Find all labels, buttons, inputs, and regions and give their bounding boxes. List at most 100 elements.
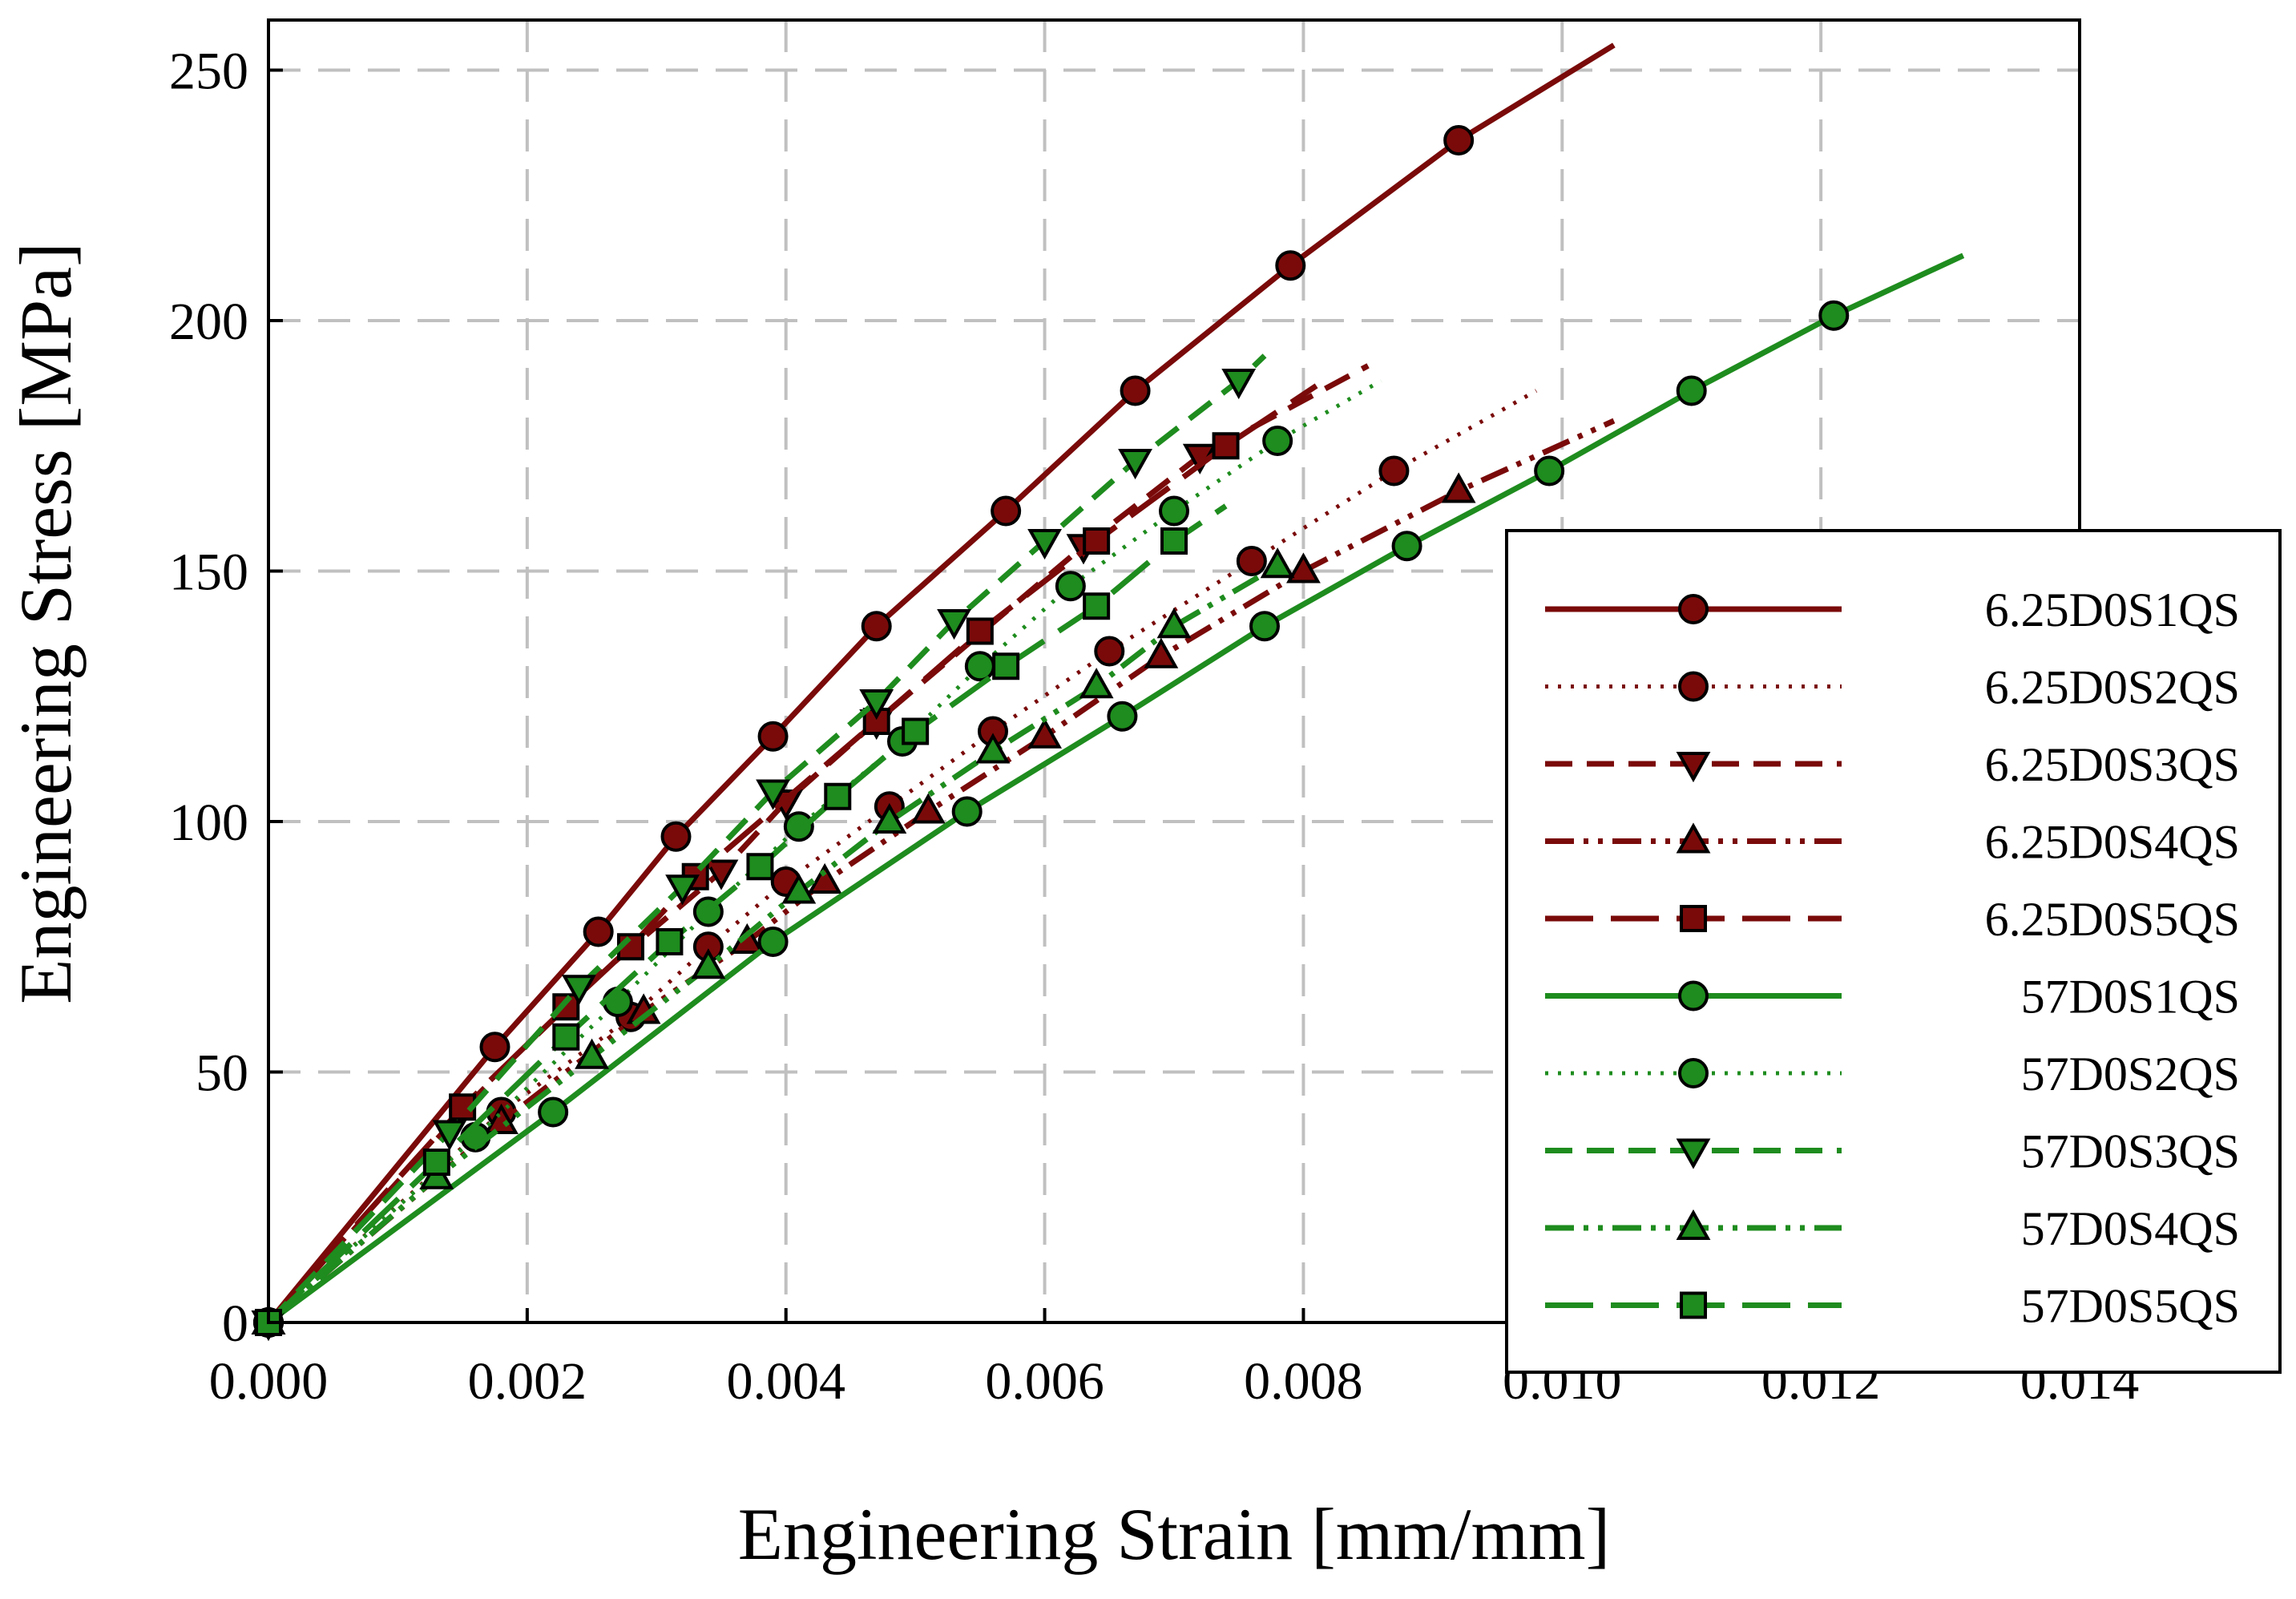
legend-marker — [1678, 594, 1709, 624]
data-point-57D0S5QS — [1083, 592, 1111, 620]
legend-marker — [1680, 1291, 1707, 1319]
data-point-6.25D0S4QS — [910, 793, 946, 824]
data-point-57D0S4QS — [781, 873, 817, 904]
data-point-57D0S5QS — [902, 717, 930, 745]
legend-entry: 57D0S5QS — [1545, 1280, 2240, 1333]
data-point-57D0S2QS — [964, 651, 995, 682]
legend-marker — [1676, 1209, 1711, 1240]
legend-marker — [1680, 905, 1707, 932]
data-point-57D0S1QS — [1107, 701, 1138, 732]
data-point-6.25D0S3QS — [704, 859, 739, 890]
legend-label: 57D0S3QS — [2021, 1125, 2240, 1178]
data-point-6.25D0S5QS — [966, 617, 994, 645]
data-point-6.25D0S1QS — [583, 916, 614, 947]
legend-label: 57D0S5QS — [2021, 1280, 2240, 1333]
data-point-6.25D0S1QS — [660, 821, 692, 852]
y-axis-label: Engineering Stress [MPa] — [5, 242, 87, 1004]
x-tick-label: 0.006 — [985, 1352, 1104, 1411]
data-point-57D0S5QS — [746, 853, 774, 881]
legend-label: 57D0S2QS — [2021, 1048, 2240, 1100]
legend-label: 57D0S1QS — [2021, 971, 2240, 1024]
legend-marker — [1676, 752, 1711, 783]
legend-marker — [1678, 980, 1709, 1011]
data-point-57D0S3QS — [665, 874, 700, 906]
data-point-6.25D0S5QS — [1212, 432, 1240, 460]
x-tick-label: 0.002 — [468, 1352, 587, 1411]
data-point-57D0S4QS — [872, 802, 907, 834]
data-point-57D0S3QS — [1118, 449, 1152, 480]
data-point-57D0S2QS — [783, 811, 814, 842]
data-point-6.25D0S1QS — [757, 721, 789, 752]
legend-box — [1505, 529, 2282, 1374]
legend-entry: 6.25D0S3QS — [1545, 738, 2240, 791]
data-point-6.25D0S2QS — [1378, 455, 1410, 487]
data-point-57D0S1QS — [1818, 300, 1850, 331]
data-point-6.25D0S5QS — [1083, 527, 1111, 555]
data-point-6.25D0S1QS — [861, 611, 892, 642]
data-point-57D0S3QS — [859, 689, 894, 721]
legend-label: 6.25D0S4QS — [1985, 816, 2240, 869]
series-6.25D0S1QS — [253, 42, 1616, 1338]
data-point-57D0S3QS — [1027, 529, 1062, 560]
data-point-57D0S1QS — [1249, 611, 1280, 642]
data-point-57D0S5QS — [422, 1149, 450, 1176]
data-point-57D0S2QS — [1055, 571, 1086, 602]
data-point-57D0S4QS — [1260, 547, 1295, 579]
data-point-6.25D0S4QS — [484, 1103, 519, 1134]
y-tick-label: 0 — [222, 1294, 248, 1353]
data-point-6.25D0S4QS — [1286, 552, 1321, 583]
legend-entry: 57D0S3QS — [1545, 1125, 2240, 1178]
series-57D0S3QS — [251, 353, 1267, 1342]
y-tick-label: 50 — [196, 1044, 248, 1103]
series-line-6.25D0S5QS — [266, 383, 1318, 1325]
legend-marker — [1678, 1058, 1709, 1088]
legend-label: 6.25D0S2QS — [1985, 661, 2240, 714]
series-line-57D0S3QS — [266, 353, 1267, 1325]
data-point-6.25D0S4QS — [1027, 717, 1062, 749]
legend-entry: 6.25D0S2QS — [1545, 661, 2240, 714]
data-point-57D0S3QS — [562, 975, 596, 1006]
data-point-57D0S2QS — [1262, 426, 1293, 456]
x-tick-label: 0.008 — [1244, 1352, 1363, 1411]
legend-entry: 57D0S4QS — [1545, 1202, 2240, 1255]
series-57D0S5QS — [255, 503, 1228, 1336]
data-point-57D0S4QS — [975, 733, 1011, 764]
series-57D0S4QS — [251, 547, 1295, 1335]
axis-ticks: 0.000 0.002 0.004 0.006 0.008 0.010 0.012 0.014… — [169, 42, 2139, 1411]
data-point-57D0S1QS — [1676, 375, 1707, 406]
series-6.25D0S3QS — [251, 363, 1370, 1342]
data-point-6.25D0S1QS — [1275, 250, 1306, 281]
data-point-6.25D0S1QS — [1443, 125, 1475, 155]
data-point-57D0S4QS — [1156, 608, 1192, 639]
series-57D0S1QS — [253, 252, 1965, 1338]
data-point-6.25D0S4QS — [807, 862, 842, 894]
data-point-57D0S2QS — [1159, 495, 1189, 527]
legend-label: 6.25D0S1QS — [1985, 583, 2240, 636]
x-tick-label: 0.004 — [726, 1352, 845, 1411]
data-point-57D0S3QS — [1221, 369, 1257, 400]
legend-entry: 57D0S2QS — [1545, 1048, 2240, 1100]
data-point-57D0S1QS — [757, 927, 789, 957]
legend-marker — [1676, 1138, 1711, 1169]
y-tick-label: 150 — [169, 543, 248, 602]
legend-entry: 6.25D0S5QS — [1545, 893, 2240, 946]
data-point-57D0S1QS — [538, 1096, 569, 1128]
legend-entry: 57D0S1QS — [1545, 971, 2240, 1024]
data-point-6.25D0S2QS — [1094, 636, 1125, 667]
data-point-6.25D0S1QS — [991, 495, 1022, 527]
data-point-6.25D0S4QS — [729, 923, 765, 954]
legend-marker — [1676, 822, 1711, 854]
data-point-57D0S3QS — [756, 779, 790, 810]
data-point-57D0S1QS — [1534, 455, 1565, 487]
data-point-57D0S1QS — [1391, 531, 1422, 562]
data-point-57D0S5QS — [656, 928, 684, 955]
data-point-6.25D0S4QS — [1144, 637, 1179, 668]
x-tick-label: 0.000 — [209, 1352, 329, 1411]
legend-entry: 6.25D0S1QS — [1545, 583, 2240, 636]
data-point-6.25D0S4QS — [1441, 472, 1476, 503]
legend: 6.25D0S1QS 6.25D0S2QS 6.25D0S3QS 6.25D0S4QS… — [1505, 529, 2282, 1374]
y-tick-label: 200 — [169, 293, 248, 351]
legend-label: 6.25D0S5QS — [1985, 893, 2240, 946]
legend-label: 6.25D0S3QS — [1985, 738, 2240, 791]
